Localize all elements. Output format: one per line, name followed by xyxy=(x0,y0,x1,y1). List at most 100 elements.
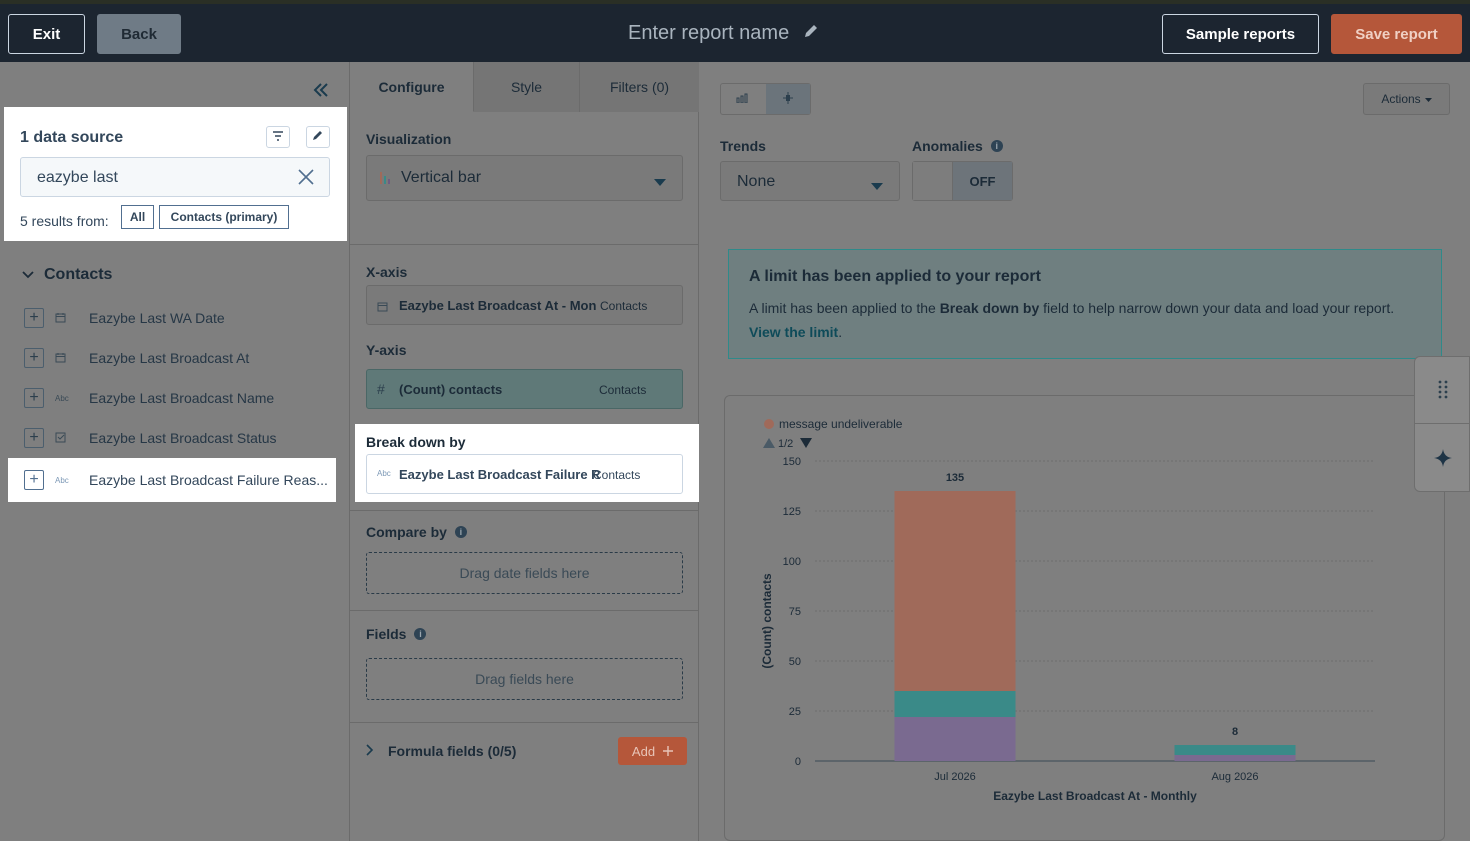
config-tabs: Configure Style Filters (0) xyxy=(350,62,699,112)
clear-search-icon[interactable] xyxy=(297,166,315,192)
add-field-icon[interactable]: + xyxy=(24,348,44,368)
field-name: Eazybe Last Broadcast At xyxy=(89,350,250,366)
tab-filters[interactable]: Filters (0) xyxy=(580,62,699,112)
exit-button[interactable]: Exit xyxy=(8,14,85,54)
yaxis-field-name: (Count) contacts xyxy=(399,382,503,397)
compare-by-label: Compare by i xyxy=(366,524,467,540)
sample-reports-button[interactable]: Sample reports xyxy=(1162,14,1319,54)
anomalies-label-row: Anomalies i xyxy=(912,138,1003,154)
legend-entry: message undeliverable xyxy=(779,417,903,431)
add-field-icon[interactable]: + xyxy=(24,470,44,490)
date-type-icon xyxy=(377,299,388,317)
add-formula-button[interactable]: Add xyxy=(618,737,687,765)
legend-prev-icon xyxy=(763,438,775,448)
anomalies-label: Anomalies xyxy=(912,138,983,154)
info-icon[interactable]: i xyxy=(414,628,427,640)
bar-segment xyxy=(894,491,1016,691)
divider xyxy=(350,722,699,723)
trends-label: Trends xyxy=(720,138,766,154)
back-button[interactable]: Back xyxy=(97,14,181,54)
field-item-highlighted[interactable]: + Abc Eazybe Last Broadcast Failure Reas… xyxy=(8,458,336,502)
field-item[interactable]: + Eazybe Last WA Date xyxy=(8,296,336,340)
results-count-text: 5 results from: xyxy=(20,213,109,229)
visualization-select[interactable]: Vertical bar xyxy=(366,155,683,201)
date-type-icon xyxy=(55,312,66,325)
contacts-group-header[interactable]: Contacts xyxy=(22,266,112,284)
report-name-field[interactable]: Enter report name xyxy=(628,22,819,45)
filter-list-icon xyxy=(272,128,284,146)
pencil-icon[interactable] xyxy=(803,22,819,45)
collapse-panel-icon[interactable] xyxy=(312,78,330,104)
xaxis-field-source: Contacts xyxy=(600,299,648,313)
side-toolbar xyxy=(1414,356,1470,492)
bar-chart-icon xyxy=(379,170,393,189)
date-type-icon xyxy=(55,352,66,365)
add-field-icon[interactable]: + xyxy=(24,388,44,408)
text-type-icon: Abc xyxy=(55,475,69,485)
anomalies-toggle[interactable]: OFF xyxy=(912,161,1013,201)
trends-select[interactable]: None xyxy=(720,161,900,201)
chart-card: 0 25 50 75 100 125 150 (Count) contacts 135 Jul 2… xyxy=(724,395,1445,841)
field-name: Eazybe Last WA Date xyxy=(89,310,225,326)
drag-handle-icon[interactable] xyxy=(1415,357,1470,424)
xaxis-field-pill[interactable]: Eazybe Last Broadcast At - Mon Contacts xyxy=(366,285,683,325)
toggle-state: OFF xyxy=(953,162,1012,200)
pencil-icon xyxy=(312,128,324,146)
compare-by-text: Compare by xyxy=(366,524,447,540)
data-source-title: 1 data source xyxy=(20,129,124,146)
tab-configure[interactable]: Configure xyxy=(350,62,474,112)
tab-style[interactable]: Style xyxy=(474,62,580,112)
field-item[interactable]: + Eazybe Last Broadcast Status xyxy=(8,416,336,460)
y-axis-label: (Count) contacts xyxy=(760,573,774,669)
top-bar: Exit Back Enter report name Sample repor… xyxy=(0,0,1470,62)
add-field-icon[interactable]: + xyxy=(24,428,44,448)
fields-text: Fields xyxy=(366,626,407,642)
filter-list-button[interactable] xyxy=(266,126,290,148)
alert-title: A limit has been applied to your report xyxy=(749,268,1041,285)
add-label: Add xyxy=(631,743,656,759)
actions-dropdown[interactable]: Actions xyxy=(1363,83,1450,115)
yaxis-field-pill[interactable]: # (Count) contacts Contacts xyxy=(366,369,683,409)
bar-total-label: 135 xyxy=(946,472,964,484)
text-type-icon: Abc xyxy=(55,393,69,403)
breakdown-field-source: Contacts xyxy=(593,468,641,482)
fields-dropzone[interactable]: Drag fields here xyxy=(366,658,683,700)
visualization-value: Vertical bar xyxy=(401,169,482,186)
edit-data-source-button[interactable] xyxy=(306,126,330,148)
configure-panel: Configure Style Filters (0) Visualizatio… xyxy=(350,62,699,841)
chart-view-button[interactable] xyxy=(721,84,766,114)
filter-chip-contacts[interactable]: Contacts (primary) xyxy=(159,205,289,229)
data-view-icon xyxy=(782,91,794,107)
filter-chip-all[interactable]: All xyxy=(121,205,154,229)
alert-bold-text: Break down by xyxy=(939,300,1040,316)
breakdown-section: Break down by Abc Eazybe Last Broadcast … xyxy=(355,424,699,502)
save-report-button[interactable]: Save report xyxy=(1331,14,1462,54)
field-search-input[interactable]: eazybe last xyxy=(20,157,330,197)
field-item[interactable]: + Eazybe Last Broadcast At xyxy=(8,336,336,380)
y-tick-label: 25 xyxy=(789,706,801,718)
bar-segment xyxy=(1174,745,1296,755)
report-preview-panel: Actions Trends None Anomalies i OFF A li… xyxy=(699,62,1470,841)
legend-page: 1/2 xyxy=(778,438,793,450)
field-item[interactable]: + Abc Eazybe Last Broadcast Name xyxy=(8,376,336,420)
legend-swatch xyxy=(764,419,774,429)
alert-text: field to help narrow down your data and … xyxy=(1039,300,1395,316)
xaxis-label: X-axis xyxy=(366,264,408,280)
add-field-icon[interactable]: + xyxy=(24,308,44,328)
info-icon[interactable]: i xyxy=(990,140,1003,152)
compare-by-dropzone[interactable]: Drag date fields here xyxy=(366,552,683,594)
sparkle-ai-icon[interactable] xyxy=(1415,424,1470,491)
breakdown-field-pill[interactable]: Abc Eazybe Last Broadcast Failure R Cont… xyxy=(366,454,683,494)
formula-fields-toggle[interactable]: Formula fields (0/5) xyxy=(366,743,516,759)
plus-icon xyxy=(663,744,674,759)
table-view-button[interactable] xyxy=(765,84,810,114)
field-name: Eazybe Last Broadcast Name xyxy=(89,390,275,406)
y-tick-label: 100 xyxy=(783,556,801,568)
toggle-knob xyxy=(913,162,953,200)
view-limit-link[interactable]: View the limit xyxy=(749,324,839,340)
caret-down-icon xyxy=(1424,92,1432,106)
visualization-label: Visualization xyxy=(366,131,452,147)
info-icon[interactable]: i xyxy=(454,526,467,538)
caret-down-icon xyxy=(654,174,666,192)
bar-chart-icon xyxy=(736,93,750,106)
